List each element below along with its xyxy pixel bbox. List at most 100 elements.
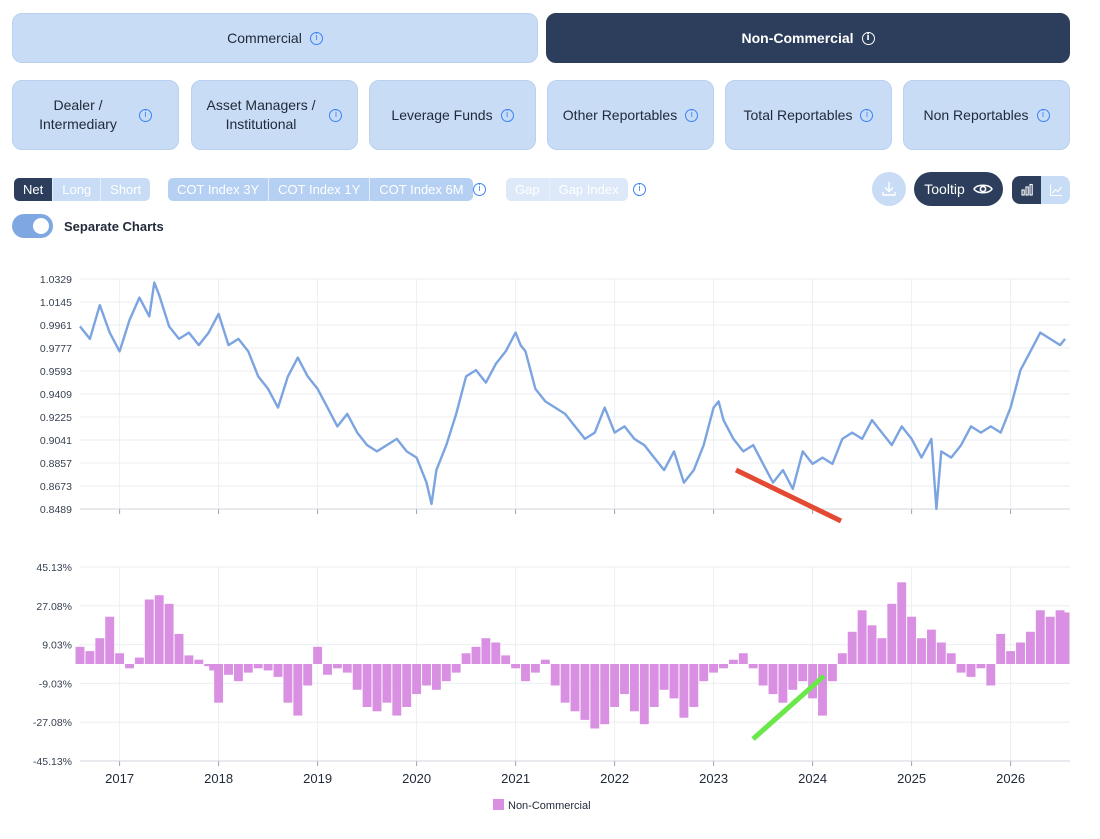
net-position-bar	[798, 664, 808, 682]
separate-charts-switch[interactable]	[12, 214, 53, 238]
y-tick-label: 1.0329	[40, 274, 72, 286]
cot-index-1y-button[interactable]: COT Index 1Y	[269, 178, 371, 201]
info-icon[interactable]: i	[861, 31, 875, 45]
x-tick-label: 2025	[897, 771, 926, 786]
subtab-total-reportables[interactable]: Total Reportables i	[725, 80, 892, 150]
price-line	[79, 281, 1067, 511]
subtab-label: Other Reportables	[562, 106, 678, 123]
info-icon[interactable]: i	[685, 108, 699, 122]
net-position-bar	[521, 664, 530, 682]
net-position-bar	[560, 664, 570, 703]
cot-index-6m-button[interactable]: COT Index 6M	[370, 178, 473, 201]
net-position-bar	[362, 664, 372, 707]
subtab-label: Dealer / Intermediary	[39, 97, 117, 132]
mode-long-button[interactable]: Long	[53, 178, 102, 201]
net-position-bar	[827, 664, 837, 682]
line-view-button[interactable]	[1041, 176, 1070, 204]
net-position-bar	[629, 664, 639, 712]
net-position-bar	[719, 664, 728, 669]
net-position-bar	[689, 664, 699, 707]
subtab-leverage-funds[interactable]: Leverage Funds i	[369, 80, 536, 150]
info-icon[interactable]: i	[860, 108, 874, 122]
net-position-bar	[303, 664, 313, 686]
net-position-bar	[75, 646, 85, 664]
tab-non-commercial[interactable]: Non-Commercial i	[546, 13, 1070, 63]
switch-knob	[33, 218, 49, 234]
y-tick-label: 0.8857	[40, 458, 72, 470]
net-position-bar	[808, 664, 818, 699]
x-tick-label: 2021	[501, 771, 530, 786]
net-position-bar	[95, 638, 105, 664]
net-position-bar	[154, 595, 164, 664]
red-trend-annotation	[734, 467, 843, 524]
download-button[interactable]	[872, 172, 906, 206]
cot-index-3y-button[interactable]: COT Index 3Y	[168, 178, 270, 201]
net-position-bar	[926, 629, 936, 664]
y-tick-label: 0.8673	[40, 481, 72, 493]
net-position-bar	[392, 664, 402, 716]
mode-net-button[interactable]: Net	[14, 178, 54, 201]
net-position-bar	[1035, 610, 1045, 664]
net-position-bar	[976, 664, 986, 669]
gap-button[interactable]: Gap	[506, 178, 550, 201]
subtab-dealer-intermediary[interactable]: Dealer / Intermediary i	[12, 80, 179, 150]
subtab-label: Non Reportables	[923, 106, 1029, 123]
tooltip-toggle-button[interactable]: Tooltip	[914, 172, 1003, 206]
subtab-other-reportables[interactable]: Other Reportables i	[547, 80, 714, 150]
tab-commercial[interactable]: Commercial i	[12, 13, 538, 63]
net-position-bar	[600, 664, 610, 725]
x-tick-label: 2020	[402, 771, 431, 786]
green-trend-annotation	[751, 674, 826, 741]
net-position-bar	[917, 638, 926, 664]
net-position-bar	[402, 664, 412, 707]
net-position-bar	[887, 603, 897, 664]
net-position-bar	[788, 664, 798, 690]
y-tick-label: 27.08%	[36, 601, 72, 613]
net-position-bar	[273, 664, 283, 677]
net-position-bar	[451, 664, 461, 673]
net-position-bar	[590, 664, 600, 729]
subtab-non-reportables[interactable]: Non Reportables i	[903, 80, 1070, 150]
net-position-bar	[1006, 651, 1016, 664]
info-icon[interactable]: i	[633, 183, 646, 196]
net-position-bar	[501, 655, 511, 664]
net-position-bar	[323, 664, 332, 675]
mode-short-button[interactable]: Short	[101, 178, 151, 201]
net-position-bar	[748, 664, 758, 669]
net-position-bar	[818, 664, 827, 716]
net-position-bar	[610, 664, 620, 707]
net-position-bar	[164, 603, 174, 664]
tooltip-label: Tooltip	[924, 181, 965, 197]
y-tick-label: 0.9041	[40, 435, 72, 447]
bar-view-button[interactable]	[1012, 176, 1041, 204]
net-position-bar	[1055, 610, 1065, 664]
gap-toggle: Gap Gap Index	[506, 178, 628, 201]
subtab-asset-managers[interactable]: Asset Managers / Institutional i	[191, 80, 358, 150]
info-icon[interactable]: i	[473, 183, 486, 196]
info-icon[interactable]: i	[138, 108, 152, 122]
legend-label: Non-Commercial	[508, 800, 591, 812]
net-position-bar	[936, 642, 946, 664]
legend-swatch	[493, 799, 504, 810]
net-position-bar	[253, 664, 263, 669]
net-position-bar	[540, 659, 550, 664]
info-icon[interactable]: i	[1036, 108, 1050, 122]
net-position-bar	[768, 664, 778, 695]
info-icon[interactable]: i	[309, 31, 323, 45]
net-position-bar	[471, 646, 481, 664]
net-position-bar	[174, 633, 184, 664]
net-position-bar	[125, 664, 134, 669]
info-icon[interactable]: i	[500, 108, 514, 122]
net-position-bar	[877, 638, 887, 664]
info-icon[interactable]: i	[329, 108, 343, 122]
net-position-bar	[1045, 616, 1055, 664]
net-position-bar	[837, 653, 847, 664]
net-position-bar	[1060, 612, 1070, 664]
y-tick-label: 45.13%	[36, 562, 72, 574]
x-tick-label: 2026	[996, 771, 1025, 786]
net-position-bar	[209, 664, 219, 671]
cot-index-toggle: COT Index 3Y COT Index 1Y COT Index 6M	[168, 178, 473, 201]
gap-index-button[interactable]: Gap Index	[549, 178, 628, 201]
net-position-bar	[659, 664, 669, 690]
